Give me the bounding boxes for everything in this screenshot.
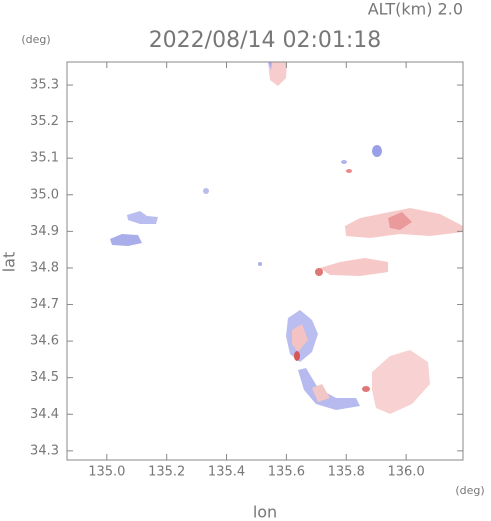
echo <box>258 262 262 266</box>
echo <box>315 268 323 276</box>
y-tick-label: 35.1 <box>30 151 59 166</box>
y-tick-label: 35.0 <box>30 187 59 202</box>
echo <box>346 169 352 173</box>
y-tick-label: 34.5 <box>30 370 59 385</box>
echo <box>372 350 430 414</box>
echo <box>203 188 209 194</box>
echo <box>320 258 388 276</box>
echo <box>298 368 360 410</box>
radar-echoes <box>110 62 463 414</box>
y-tick-label: 34.3 <box>30 443 59 458</box>
y-unit: (deg) <box>21 33 50 46</box>
echo <box>268 62 272 70</box>
x-tick-label: 135.6 <box>268 465 305 480</box>
echo <box>268 62 287 86</box>
x-tick-label: 135.2 <box>148 465 185 480</box>
echo <box>388 212 412 230</box>
echo <box>294 351 300 361</box>
altitude-label: ALT(km) 2.0 <box>368 0 463 19</box>
plot-frame <box>66 61 464 461</box>
y-tick-label: 34.4 <box>30 407 59 422</box>
y-tick-label: 35.2 <box>30 114 59 129</box>
echo <box>362 386 370 392</box>
x-unit: (deg) <box>455 484 484 497</box>
y-tick-label: 34.8 <box>30 260 59 275</box>
y-tick-label: 34.7 <box>30 297 59 312</box>
echo <box>292 324 308 352</box>
x-tick-label: 135.8 <box>328 465 365 480</box>
echo <box>127 211 158 224</box>
echo <box>372 145 382 157</box>
x-axis-label: lon <box>253 503 277 521</box>
x-tick-label: 136.0 <box>388 465 425 480</box>
x-tick-label: 135.0 <box>88 465 125 480</box>
x-tick-label: 135.4 <box>208 465 245 480</box>
echo <box>312 384 330 402</box>
echo <box>110 234 142 246</box>
chart-title: 2022/08/14 02:01:18 <box>149 28 382 53</box>
y-tick-label: 35.3 <box>30 78 59 93</box>
echo <box>341 160 347 164</box>
y-tick-label: 34.6 <box>30 334 59 349</box>
y-tick-label: 34.9 <box>30 224 59 239</box>
y-axis-label: lat <box>0 252 19 273</box>
